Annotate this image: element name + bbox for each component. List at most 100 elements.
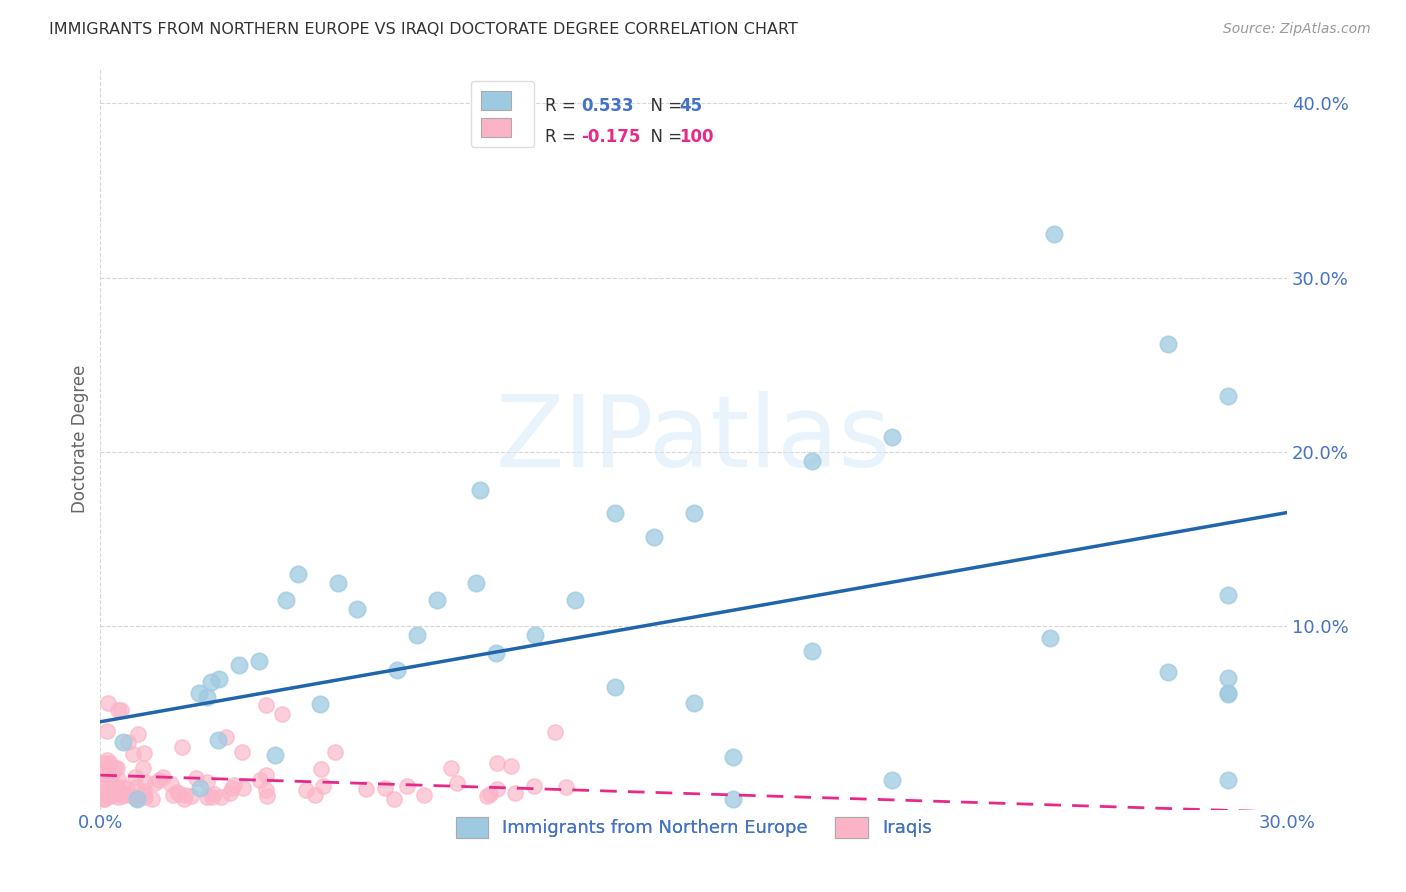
Point (219, 786, 242, 800)
Point (100, 787, 122, 801)
Point (93, 791, 115, 805)
Point (115, 782, 138, 797)
Point (111, 780, 134, 794)
Point (96, 723, 118, 738)
Point (166, 785, 188, 799)
Text: IMMIGRANTS FROM NORTHERN EUROPE VS IRAQI DOCTORATE DEGREE CORRELATION CHART: IMMIGRANTS FROM NORTHERN EUROPE VS IRAQI… (49, 22, 799, 37)
Text: 45: 45 (679, 96, 703, 115)
Point (173, 792, 195, 806)
Text: Source: ZipAtlas.com: Source: ZipAtlas.com (1223, 22, 1371, 37)
Point (440, 761, 463, 775)
Point (271, 706, 294, 721)
Point (162, 788, 184, 802)
Point (201, 790, 224, 805)
Point (195, 690, 218, 705)
Point (309, 762, 332, 776)
Point (93, 792, 115, 806)
Point (124, 780, 146, 794)
Point (346, 602, 368, 616)
Point (468, 483, 491, 498)
Point (1216, 686, 1239, 700)
Point (170, 740, 193, 755)
Text: 100: 100 (679, 128, 714, 145)
Point (254, 768, 277, 782)
Point (465, 575, 488, 590)
Point (100, 786, 122, 800)
Point (801, 644, 824, 658)
Point (603, 680, 626, 694)
Point (1216, 588, 1239, 602)
Point (100, 774, 122, 789)
Point (188, 686, 211, 700)
Point (1216, 389, 1239, 403)
Point (485, 756, 508, 771)
Point (485, 781, 508, 796)
Point (215, 731, 238, 745)
Point (231, 745, 253, 759)
Point (98, 789, 121, 803)
Point (184, 771, 207, 785)
Point (117, 735, 139, 749)
Point (287, 567, 309, 582)
Point (1042, 227, 1064, 242)
Point (174, 788, 197, 802)
Point (312, 779, 335, 793)
Point (112, 786, 135, 800)
Point (105, 788, 128, 802)
Point (228, 657, 250, 672)
Point (603, 506, 626, 520)
Point (195, 790, 218, 805)
Point (256, 698, 278, 712)
Point (132, 784, 155, 798)
Point (124, 789, 146, 804)
Point (111, 735, 134, 749)
Point (134, 774, 156, 789)
Text: N =: N = (640, 96, 688, 115)
Point (111, 789, 134, 804)
Point (208, 672, 231, 686)
Point (385, 663, 408, 677)
Point (127, 792, 149, 806)
Point (1039, 631, 1062, 645)
Text: 0.533: 0.533 (581, 96, 634, 115)
Point (118, 788, 141, 802)
Point (98, 772, 121, 787)
Point (478, 788, 501, 802)
Point (485, 646, 508, 660)
Point (256, 789, 278, 803)
Point (200, 675, 222, 690)
Point (104, 785, 127, 799)
Point (374, 781, 396, 796)
Point (105, 780, 128, 794)
Point (354, 782, 377, 797)
Point (426, 593, 449, 607)
Point (723, 792, 745, 806)
Point (499, 759, 522, 773)
Point (249, 772, 271, 787)
Text: R =: R = (546, 128, 581, 145)
Point (167, 787, 190, 801)
Point (723, 750, 745, 764)
Point (134, 789, 156, 804)
Point (207, 732, 229, 747)
Point (160, 777, 183, 791)
Point (505, 786, 527, 800)
Point (195, 774, 218, 789)
Point (801, 454, 824, 468)
Legend: Immigrants from Northern Europe, Iraqis: Immigrants from Northern Europe, Iraqis (449, 810, 939, 845)
Point (94, 756, 117, 770)
Point (326, 575, 349, 590)
Point (103, 761, 125, 775)
Point (110, 703, 132, 717)
Point (125, 792, 148, 806)
Point (643, 530, 665, 544)
Point (405, 628, 427, 642)
Point (152, 770, 174, 784)
Point (107, 772, 129, 786)
Point (1216, 772, 1239, 787)
Point (148, 773, 170, 788)
Point (222, 778, 245, 792)
Point (96, 753, 118, 767)
Point (93, 785, 115, 799)
Point (98, 789, 121, 803)
